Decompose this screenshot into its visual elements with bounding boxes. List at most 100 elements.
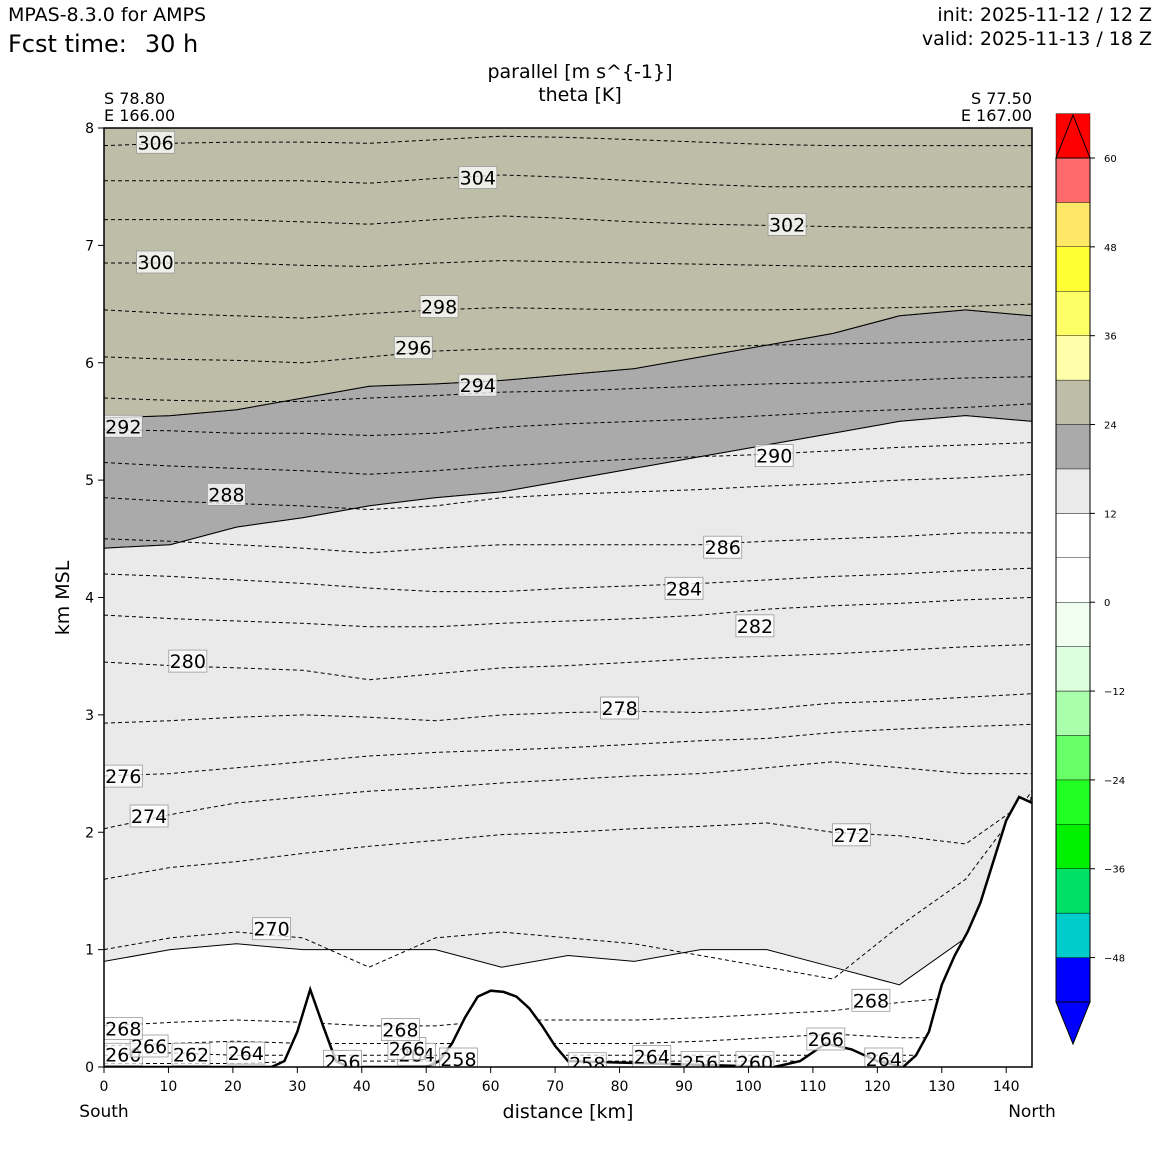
extra-theta-label-10: 268 (851, 988, 891, 1012)
theta-contour-290 (104, 442, 1032, 475)
chart-subtitle: theta [K] (538, 84, 622, 106)
theta-label-266-box (129, 1034, 169, 1058)
theta-contour-280 (104, 644, 1032, 681)
theta-label-256-box (322, 1049, 362, 1067)
y-tick-label-2: 2 (85, 825, 94, 841)
theta-label-276-text: 276 (105, 766, 141, 788)
x-tick-label-70: 70 (546, 1079, 564, 1095)
colorbar-bin-17 (1055, 202, 1091, 247)
theta-label-296-box (393, 336, 433, 360)
theta-contour-286 (104, 532, 1032, 554)
extra-theta-label-5-text: 268 (382, 1020, 418, 1042)
theta-contour-288 (104, 473, 1032, 511)
left-endpoint-lon: E 166.00 (104, 106, 175, 125)
colorbar-tick-label-4: 12 (1104, 509, 1117, 520)
y-tick-label-4: 4 (85, 591, 94, 607)
theta-label-272: 272 (832, 823, 871, 847)
theta-label-284-box (664, 576, 704, 600)
x-tick-label-90: 90 (675, 1079, 693, 1095)
right-endpoint-lon: E 167.00 (961, 106, 1032, 125)
y-tick-label-8: 8 (85, 121, 94, 137)
theta-contour-296 (104, 338, 1032, 364)
theta-contour-274 (104, 761, 1032, 830)
theta-label-286-box (703, 535, 743, 559)
theta-label-256-text: 256 (324, 1051, 360, 1073)
x-tick-label-30: 30 (288, 1079, 306, 1095)
extra-theta-label-12: 264 (864, 1047, 904, 1067)
forecast-time-value: 30 h (144, 30, 199, 58)
theta-label-288: 288 (206, 482, 246, 506)
colorbar-bin-14 (1055, 335, 1091, 381)
theta-label-300-box (136, 250, 176, 274)
forecast-time: Fcst time: 30 h (8, 32, 198, 56)
colorbar-bin-12 (1055, 424, 1091, 470)
y-tick-label-6: 6 (85, 356, 94, 372)
theta-contour-282 (104, 597, 1032, 628)
colorbar-bin-11 (1055, 468, 1091, 514)
theta-label-268: 268 (104, 1017, 143, 1040)
x-tick-label-120: 120 (864, 1079, 891, 1095)
extra-theta-label-8-box (680, 1051, 720, 1067)
theta-label-278-text: 278 (601, 698, 637, 720)
colorbar-tick-label-1: 48 (1104, 243, 1117, 254)
theta-contour-276 (104, 723, 1032, 777)
x-tick-label-40: 40 (353, 1079, 371, 1095)
x-tick-label-130: 130 (928, 1079, 955, 1095)
theta-label-288-text: 288 (208, 484, 244, 506)
theta-label-274-text: 274 (131, 806, 167, 828)
extra-theta-label-5: 268 (380, 1018, 420, 1042)
theta-label-296-text: 296 (395, 338, 431, 360)
extra-theta-label-1: 264 (226, 1041, 266, 1065)
colorbar-bin-16 (1055, 246, 1091, 292)
x-tick-label-140: 140 (993, 1079, 1020, 1095)
theta-label-304-box (458, 166, 498, 189)
y-tick-label-1: 1 (85, 943, 94, 959)
extra-theta-label-8-text: 256 (682, 1053, 718, 1075)
theta-label-306: 306 (136, 130, 176, 154)
colorbar-bin-9 (1055, 557, 1091, 603)
colorbar-bin-13 (1055, 379, 1091, 425)
theta-contour-268 (104, 996, 1032, 1027)
theta-label-284-text: 284 (666, 578, 702, 600)
theta-label-302-text: 302 (769, 214, 805, 236)
extra-theta-label-9-box (735, 1051, 775, 1067)
theta-label-296: 296 (393, 336, 433, 360)
colorbar-bin-6 (1055, 690, 1091, 736)
theta-contour-284 (104, 567, 1032, 593)
colorbar-bin-1 (1055, 913, 1091, 958)
theta-label-278-box (600, 696, 639, 720)
right-endpoint-lat: S 77.50 (971, 89, 1032, 108)
extra-theta-label-11-text: 266 (808, 1029, 844, 1051)
extra-theta-label-4: 266 (387, 1037, 427, 1060)
terrain-fill (104, 797, 1032, 1067)
theta-label-306-box (136, 130, 176, 154)
theta-label-290-box (754, 444, 794, 468)
colorbar-bin-8 (1055, 602, 1091, 647)
theta-contour-294 (104, 376, 1032, 402)
x-tick-label-50: 50 (417, 1079, 435, 1095)
theta-label-282-text: 282 (737, 616, 773, 638)
extra-theta-label-9: 260 (735, 1051, 775, 1067)
model-title: MPAS-8.3.0 for AMPS (8, 4, 207, 26)
extra-theta-label-2: 258 (438, 1047, 478, 1071)
theta-label-274-box (129, 804, 169, 828)
theta-contour-292 (104, 403, 1032, 437)
theta-label-294-box (458, 373, 498, 397)
x-tick-label-10: 10 (160, 1079, 178, 1095)
y-axis: 0 1 2 3 4 5 6 7 8 (85, 121, 104, 1076)
colorbar-tick-label-5: 0 (1104, 598, 1110, 609)
colorbar-bin-0 (1055, 957, 1091, 1003)
theta-label-290: 290 (754, 444, 794, 468)
extra-theta-label-2-text: 258 (440, 1049, 476, 1071)
colorbar-bin-2 (1055, 868, 1091, 914)
extra-theta-label-2-box (438, 1047, 478, 1067)
theta-label-302-box (767, 212, 807, 236)
extra-theta-label-0-text: 262 (173, 1044, 209, 1066)
theta-label-282-box (735, 614, 775, 638)
x-tick-label-100: 100 (735, 1079, 762, 1095)
extra-theta-label-10-text: 268 (853, 990, 889, 1012)
x-tick-label-80: 80 (611, 1079, 629, 1095)
north-label: North (1008, 1102, 1056, 1122)
extra-theta-label-6: 258 (567, 1052, 607, 1067)
x-axis-label: distance [km] (503, 1101, 634, 1123)
